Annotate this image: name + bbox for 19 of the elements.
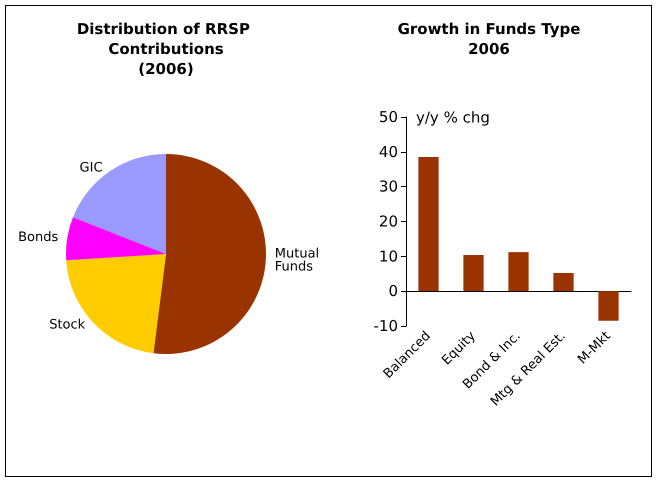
y-axis-title: y/y % chg (416, 108, 490, 126)
slice-label: Stock (49, 318, 86, 333)
slice-label: GIC (80, 160, 103, 176)
bar (553, 273, 574, 292)
bar (418, 157, 439, 292)
slice-label: Bonds (18, 230, 59, 246)
chart-title: Distribution of RRSP Contributions (2006) (76, 20, 256, 78)
slice-label: Mutual Funds (274, 246, 324, 275)
bar (463, 254, 484, 292)
y-tick-label: 30 (378, 178, 398, 196)
y-tick-label: -10 (374, 317, 398, 335)
bar (508, 252, 529, 292)
y-tick-label: 10 (378, 247, 398, 266)
y-tick-label: 50 (378, 108, 398, 126)
y-tick-label: 40 (378, 142, 398, 161)
chart-title: Growth in Funds Type 2006 (398, 20, 580, 58)
bar (598, 291, 619, 321)
y-tick-label: 20 (378, 212, 398, 230)
y-tick-label: 0 (388, 282, 398, 300)
